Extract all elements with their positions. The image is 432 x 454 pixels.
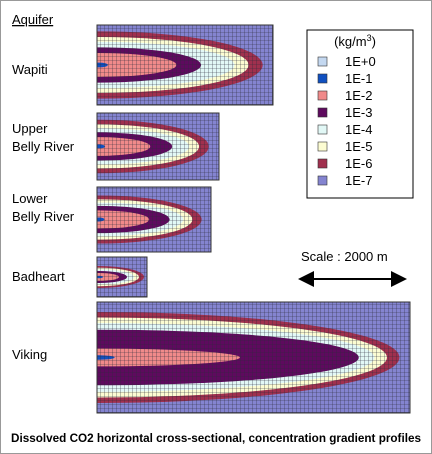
legend-swatch: [317, 56, 328, 67]
panel-border: [96, 24, 274, 106]
panel-label: Badheart: [12, 269, 65, 284]
caption: Dissolved CO2 horizontal cross-sectional…: [11, 433, 421, 445]
grid-overlay: [97, 257, 147, 297]
legend-swatch: [317, 107, 328, 118]
grid-overlay: [97, 187, 211, 252]
panel-label: Belly River: [12, 139, 75, 154]
legend-label: 1E-2: [345, 88, 372, 103]
grid-overlay: [97, 113, 219, 180]
panel-label: Upper: [12, 121, 48, 136]
panel-label: Lower: [12, 191, 48, 206]
panel: [97, 25, 273, 105]
panel-label: Wapiti: [12, 62, 48, 77]
legend-label: 1E-5: [345, 139, 372, 154]
panel-border: [96, 186, 212, 253]
panel: [97, 187, 211, 252]
panel: [97, 302, 410, 413]
legend-swatch: [317, 73, 328, 84]
legend-swatch: [317, 90, 328, 101]
panel-label: Viking: [12, 347, 47, 362]
legend-label: 1E-4: [345, 122, 372, 137]
legend-swatch: [317, 124, 328, 135]
panel-border: [96, 112, 220, 181]
legend-swatch: [317, 175, 328, 186]
panel-border: [96, 256, 148, 298]
grid-overlay: [97, 302, 410, 413]
scale-label: Scale : 2000 m: [301, 249, 388, 264]
legend-label: 1E-1: [345, 71, 372, 86]
header: Aquifer: [12, 12, 54, 27]
panel: [97, 113, 219, 180]
legend-label: 1E-6: [345, 156, 372, 171]
panel-label: Belly River: [12, 209, 75, 224]
legend-label: 1E-7: [345, 173, 372, 188]
panel-border: [96, 301, 411, 414]
legend-swatch: [317, 158, 328, 169]
legend-label: 1E-3: [345, 105, 372, 120]
grid-overlay: [97, 25, 273, 105]
legend-label: 1E+0: [345, 54, 376, 69]
legend-swatch: [317, 141, 328, 152]
panel: [97, 257, 147, 297]
legend-title: (kg/m3): [334, 33, 376, 49]
